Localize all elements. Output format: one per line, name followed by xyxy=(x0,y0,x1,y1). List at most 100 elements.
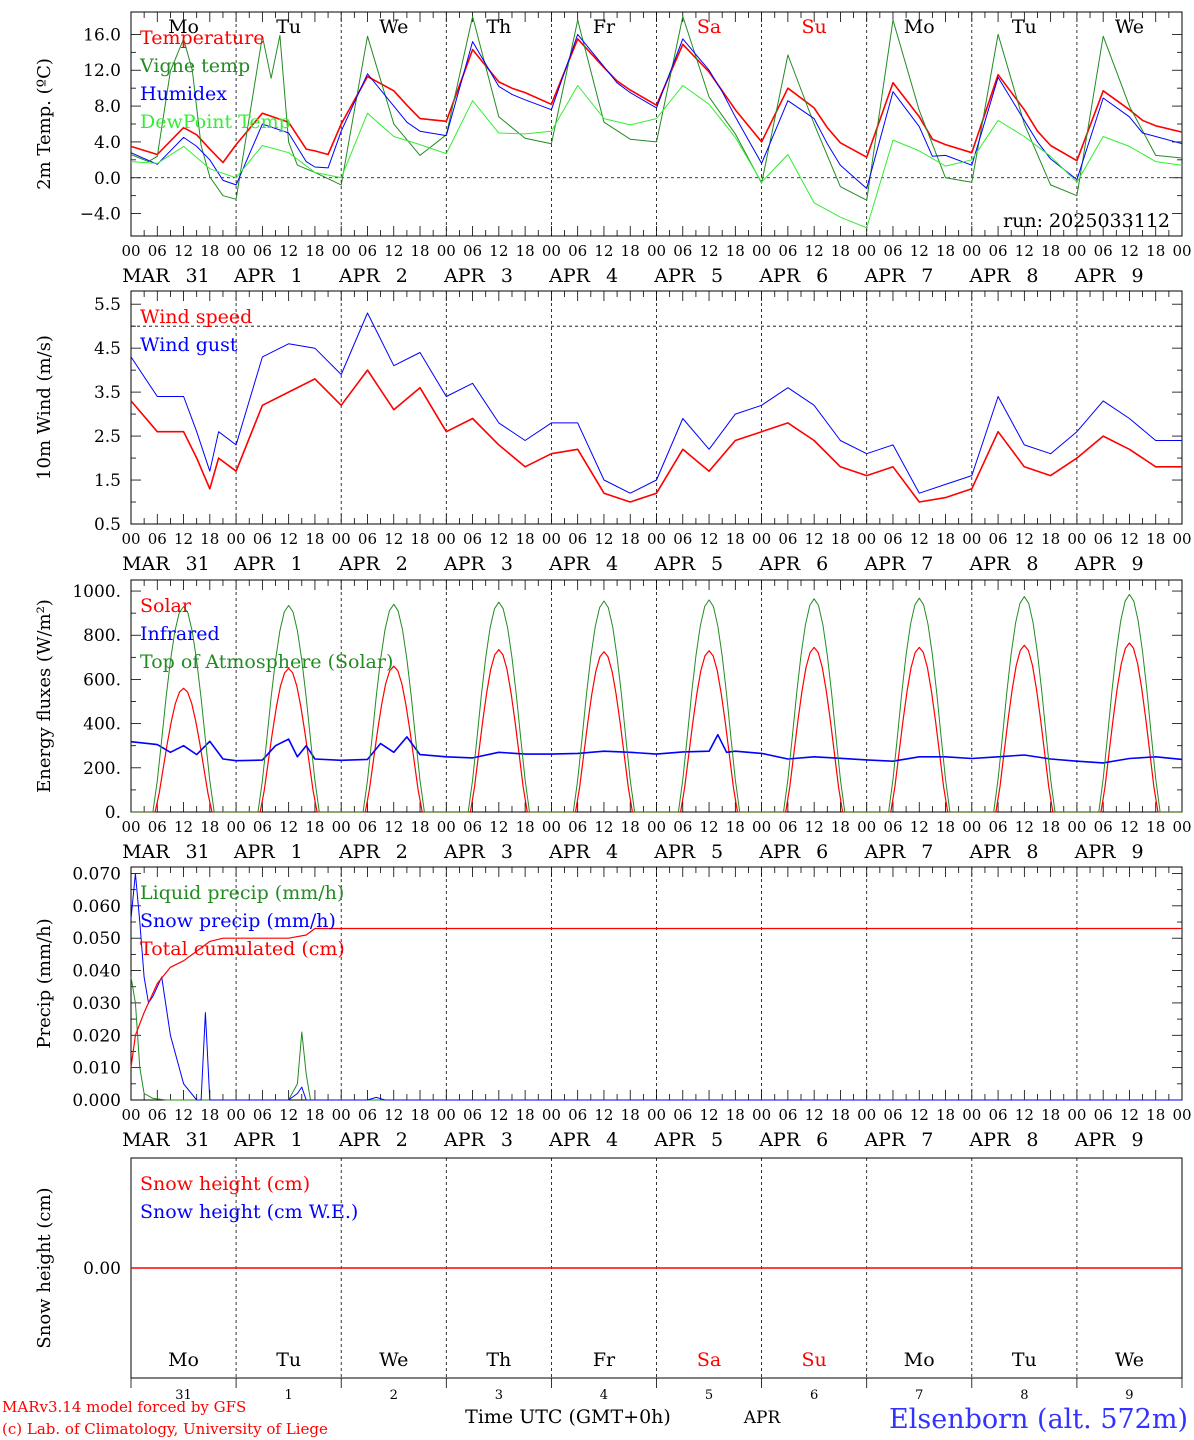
y-tick-label: 0.060 xyxy=(72,897,121,917)
legend-entry: Top of Atmosphere (Solar) xyxy=(140,651,393,673)
date-day-label: 1 xyxy=(291,841,303,863)
day-number-label: 4 xyxy=(600,1388,608,1403)
date-month-label: APR xyxy=(548,841,591,863)
hour-tick-label: 00 xyxy=(962,818,981,836)
hour-tick-label: 06 xyxy=(883,242,902,260)
date-month-label: MAR xyxy=(122,265,170,287)
hour-tick-label: 06 xyxy=(778,1106,797,1124)
date-day-label: 1 xyxy=(291,1129,303,1151)
hour-tick-label: 18 xyxy=(831,530,850,548)
day-name-label: Fr xyxy=(593,16,616,38)
day-name-label: Fr xyxy=(593,1349,616,1371)
day-name-label: We xyxy=(1115,1349,1144,1371)
hour-tick-label: 12 xyxy=(174,818,193,836)
hour-tick-label: 18 xyxy=(831,1106,850,1124)
x-axis-labels-2: 00 06 12 18 MAR 31 00 06 12 18 APR 1 00 06 12 18 APR 2 00 0… xyxy=(121,530,1191,575)
hour-tick-label: 12 xyxy=(1015,818,1034,836)
series-line-total-cumulated-cm- xyxy=(130,927,1182,1068)
hour-tick-label: 00 xyxy=(437,1106,456,1124)
legend-entry: Snow height (cm W.E.) xyxy=(140,1201,358,1223)
hour-tick-label: 06 xyxy=(778,818,797,836)
y-tick-label: 8.0 xyxy=(94,97,121,117)
hour-tick-label: 00 xyxy=(332,530,351,548)
date-month-label: APR xyxy=(443,553,486,575)
hour-tick-label: 18 xyxy=(621,530,640,548)
hour-tick-label: 06 xyxy=(253,1106,272,1124)
day-name-label: Su xyxy=(802,16,827,38)
hour-tick-label: 12 xyxy=(594,242,613,260)
hour-tick-label: 18 xyxy=(305,530,324,548)
footer-credit: (c) Lab. of Climatology, University of L… xyxy=(2,1420,328,1438)
bottom-day-axis: Mo 31 Tu 1 We 2 Th 3 Fr 4 Sa 5 Su 6 Mo 7 Tu 8 We 9 xyxy=(130,1349,1183,1403)
hour-tick-label: 12 xyxy=(489,818,508,836)
hour-tick-label: 00 xyxy=(857,530,876,548)
legend-entry: Liquid precip (mm/h) xyxy=(140,882,344,904)
date-day-label: 4 xyxy=(606,553,618,575)
hour-tick-label: 00 xyxy=(542,242,561,260)
date-day-label: 5 xyxy=(711,265,723,287)
date-month-label: APR xyxy=(863,1129,906,1151)
hour-tick-label: 12 xyxy=(489,1106,508,1124)
date-day-label: 4 xyxy=(606,841,618,863)
date-day-label: 3 xyxy=(501,1129,513,1151)
hour-tick-label: 18 xyxy=(936,242,955,260)
hour-tick-label: 00 xyxy=(121,818,140,836)
hour-tick-label: 12 xyxy=(1120,242,1139,260)
date-month-label: APR xyxy=(548,1129,591,1151)
hour-tick-label: 06 xyxy=(778,242,797,260)
hour-tick-label: 18 xyxy=(410,818,429,836)
hour-tick-label: 12 xyxy=(1120,530,1139,548)
legend-entry: Wind speed xyxy=(140,306,252,328)
hour-tick-label: 18 xyxy=(621,818,640,836)
date-day-label: 31 xyxy=(186,553,210,575)
hour-tick-label: 00 xyxy=(227,1106,246,1124)
day-name-label: We xyxy=(379,1349,408,1371)
date-day-label: 8 xyxy=(1026,1129,1038,1151)
hour-tick-label: 06 xyxy=(253,530,272,548)
y-tick-label: 0.070 xyxy=(72,864,121,884)
date-month-label: APR xyxy=(1074,841,1117,863)
x-axis-labels-4: 00 06 12 18 MAR 31 00 06 12 18 APR 1 00 06 12 18 APR 2 00 0… xyxy=(121,1106,1191,1151)
hour-tick-label: 06 xyxy=(673,1106,692,1124)
hour-tick-label: 18 xyxy=(726,818,745,836)
hour-tick-label: 06 xyxy=(673,530,692,548)
panel-snow: 0.00 Snow height (cm) Snow height (cm) Snow… xyxy=(34,1157,1183,1379)
hour-tick-label: 00 xyxy=(752,1106,771,1124)
date-day-label: 6 xyxy=(816,1129,828,1151)
hour-tick-label: 12 xyxy=(384,242,403,260)
hour-tick-label: 00 xyxy=(437,818,456,836)
hour-tick-label: 12 xyxy=(594,1106,613,1124)
hour-tick-label: 18 xyxy=(200,530,219,548)
day-number-label: 1 xyxy=(285,1388,293,1403)
date-day-label: 5 xyxy=(711,841,723,863)
y-tick-label: 0.0 xyxy=(94,169,121,189)
date-month-label: APR xyxy=(758,265,801,287)
day-number-label: 7 xyxy=(915,1388,923,1403)
hour-tick-label: 00 xyxy=(962,530,981,548)
day-name-label: Tu xyxy=(276,1349,301,1371)
hour-tick-label: 12 xyxy=(700,242,719,260)
hour-tick-label: 18 xyxy=(516,242,535,260)
date-month-label: APR xyxy=(338,265,381,287)
date-day-label: 7 xyxy=(921,841,933,863)
date-day-label: 2 xyxy=(396,265,408,287)
hour-tick-label: 12 xyxy=(384,530,403,548)
hour-tick-label: 06 xyxy=(463,1106,482,1124)
top-day-names: Mo Tu We Th Fr Sa Su Mo Tu We xyxy=(168,16,1144,38)
hour-tick-label: 18 xyxy=(726,242,745,260)
y-tick-label: 0.5 xyxy=(94,515,121,535)
date-day-label: 8 xyxy=(1026,265,1038,287)
hour-tick-label: 06 xyxy=(463,818,482,836)
legend-entry: Infrared xyxy=(140,623,220,645)
day-name-label: Sa xyxy=(697,16,721,38)
hour-tick-label: 06 xyxy=(883,530,902,548)
hour-tick-label: 06 xyxy=(358,818,377,836)
y-tick-label: 0.010 xyxy=(72,1059,121,1079)
day-number-label: 8 xyxy=(1020,1388,1028,1403)
date-day-label: 4 xyxy=(606,1129,618,1151)
hour-tick-label: 00 xyxy=(121,530,140,548)
date-day-label: 3 xyxy=(501,841,513,863)
hour-tick-label: 00 xyxy=(1067,1106,1086,1124)
hour-tick-label: 18 xyxy=(621,242,640,260)
hour-tick-label: 12 xyxy=(1015,1106,1034,1124)
